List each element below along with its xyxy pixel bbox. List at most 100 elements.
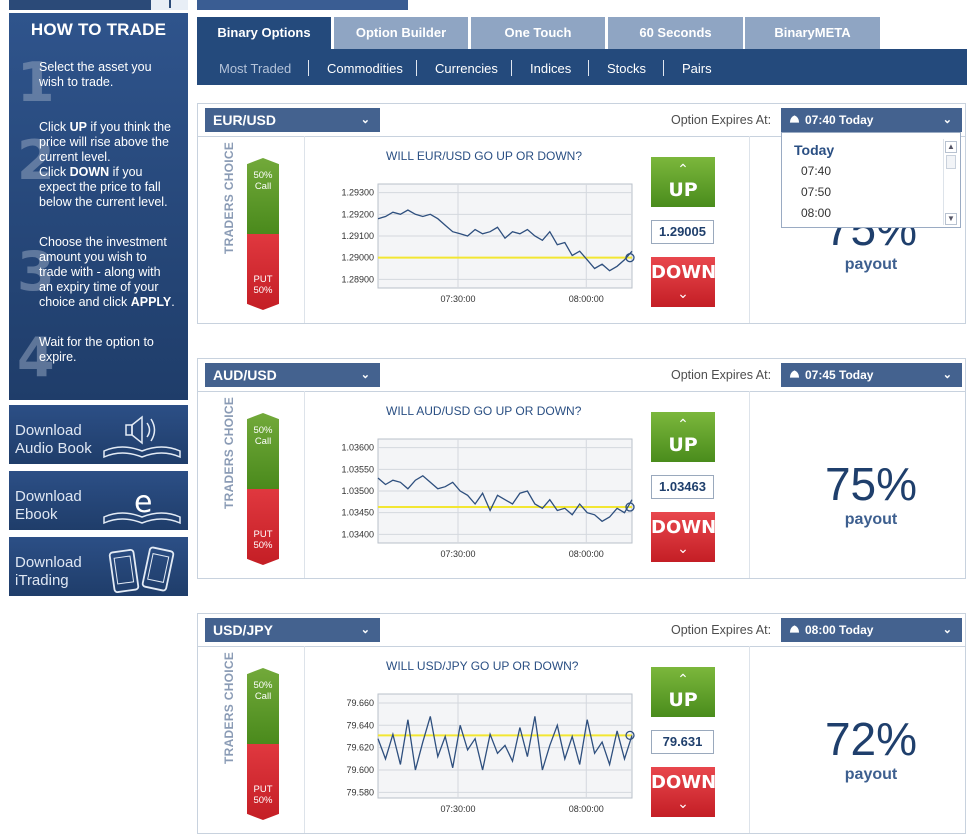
price-series-line [377, 716, 633, 771]
y-tick-label: 1.29100 [341, 231, 374, 241]
expiry-option[interactable]: 08:00 [801, 206, 832, 220]
expiry-select[interactable]: 08:00 Today ⌄ [781, 618, 962, 642]
asset-category-nav: Most Traded Commodities Currencies Indic… [197, 49, 967, 85]
subnav-most-traded[interactable]: Most Traded [219, 61, 292, 76]
expiry-option[interactable]: 07:40 [801, 164, 832, 178]
traders-choice-meter: 50% Call PUT 50% [247, 158, 279, 310]
up-label: UP [668, 434, 698, 456]
tab-binarymeta[interactable]: BinaryMETA [745, 17, 880, 49]
step-line: Select the asset you [39, 60, 152, 74]
step-number: 3 [17, 240, 55, 303]
subnav-divider [663, 60, 664, 76]
asset-select[interactable]: AUD/USD ⌄ [205, 363, 380, 387]
traders-choice-meter: 50% Call PUT 50% [247, 668, 279, 820]
y-tick-label: 79.620 [346, 743, 374, 753]
put-text: PUT 50% [247, 784, 279, 806]
y-tick-label: 1.28900 [341, 274, 374, 284]
subnav-indices[interactable]: Indices [530, 61, 572, 76]
y-tick-label: 79.580 [346, 787, 374, 797]
panel-header: AUD/USD ⌄ Option Expires At: 07:45 Today… [198, 359, 965, 392]
y-tick-label: 1.03600 [341, 443, 374, 453]
promo-text: Download Ebook [15, 488, 82, 524]
step-text: Click UP if you think the price will ris… [39, 120, 184, 210]
down-button[interactable]: DOWN ⌄ [651, 512, 717, 562]
subnav-divider [308, 60, 309, 76]
download-itrading-button[interactable]: Download iTrading [9, 537, 188, 596]
put-bar [247, 744, 279, 820]
step-line: price will rise above the [39, 135, 169, 149]
promo-line: Download [15, 422, 82, 439]
dropdown-scrollbar[interactable]: ▲ ▼ [943, 139, 958, 225]
subnav-currencies[interactable]: Currencies [435, 61, 498, 76]
expiry-select[interactable]: 07:40 Today ⌄ [781, 108, 962, 132]
y-tick-label: 1.29000 [341, 253, 374, 263]
live-marker-icon [625, 502, 635, 512]
chevron-down-icon: ⌄ [360, 114, 370, 126]
asset-panel-aud-usd: AUD/USD ⌄ Option Expires At: 07:45 Today… [197, 358, 966, 579]
subnav-commodities[interactable]: Commodities [327, 61, 403, 76]
chevron-down-icon: ⌄ [677, 285, 689, 301]
scroll-down-icon[interactable]: ▼ [945, 213, 957, 225]
price-chart: 1.29300 1.29200 1.29100 1.29000 1.28900 07:30… [341, 183, 635, 304]
call-text: 50% Call [247, 425, 279, 447]
down-button[interactable]: DOWN ⌄ [651, 767, 716, 817]
question-text: WILL EUR/USD GO UP OR DOWN? [386, 149, 583, 163]
chevron-down-icon: ⌄ [360, 369, 370, 381]
put-bar [247, 489, 279, 565]
step-number: 2 [17, 129, 55, 192]
call-bar [247, 158, 279, 234]
tab-option-builder[interactable]: Option Builder [334, 17, 468, 49]
y-tick-label: 1.29300 [341, 188, 374, 198]
tab-binary-options[interactable]: Binary Options [197, 17, 331, 49]
asset-name: EUR/USD [213, 112, 277, 128]
tab-one-touch[interactable]: One Touch [471, 17, 605, 49]
x-tick-label: 08:00:00 [569, 549, 604, 559]
scroll-up-icon[interactable]: ▲ [945, 141, 957, 153]
expiry-time: 07:45 Today [805, 368, 874, 382]
step-line: expect the price to fall [39, 180, 161, 194]
asset-select[interactable]: USD/JPY ⌄ [205, 618, 380, 642]
expiry-select[interactable]: 07:45 Today ⌄ [781, 363, 962, 387]
download-ebook-button[interactable]: Download Ebook e [9, 471, 188, 530]
bell-icon [789, 625, 800, 633]
call-text: 50% Call [247, 170, 279, 192]
how-to-trade-title: HOW TO TRADE [30, 20, 167, 39]
payout-label: payout [844, 766, 898, 783]
y-tick-label: 79.640 [346, 720, 374, 730]
step-line: amount you wish to [39, 250, 147, 264]
download-audio-book-button[interactable]: Download Audio Book [9, 405, 188, 464]
up-button[interactable]: ⌃ UP [651, 412, 715, 462]
subnav-stocks[interactable]: Stocks [607, 61, 647, 76]
scroll-thumb[interactable] [946, 155, 956, 169]
asset-name: AUD/USD [213, 367, 277, 383]
down-button[interactable]: DOWN ⌄ [651, 257, 716, 307]
chevron-down-icon: ⌄ [942, 114, 952, 126]
asset-select[interactable]: EUR/USD ⌄ [205, 108, 380, 132]
payout-percent: 72% [824, 713, 918, 765]
x-tick-label: 08:00:00 [569, 294, 604, 304]
step-line: Wait for the option to [39, 335, 154, 349]
column-divider [304, 391, 305, 578]
up-button[interactable]: ⌃ UP [651, 667, 715, 717]
down-label: DOWN [651, 517, 717, 538]
up-button[interactable]: ⌃ UP [651, 157, 715, 207]
step-line: an expiry time of your [39, 280, 159, 294]
promo-line: Audio Book [15, 440, 92, 457]
step-line: trade with - along with [39, 265, 161, 279]
subnav-divider [588, 60, 589, 76]
subnav-divider [511, 60, 512, 76]
x-tick-label: 07:30:00 [440, 294, 475, 304]
call-bar [247, 413, 279, 489]
expiry-option[interactable]: 07:50 [801, 185, 832, 199]
put-label: PUT [253, 274, 273, 285]
chevron-up-icon: ⌃ [677, 671, 689, 687]
tab-60-seconds[interactable]: 60 Seconds [608, 17, 743, 49]
promo-line: iTrading [15, 572, 69, 589]
y-tick-label: 1.29200 [341, 209, 374, 219]
asset-name: USD/JPY [213, 622, 273, 638]
payout-label: payout [844, 511, 898, 528]
call-pct: 50% [253, 170, 273, 181]
subnav-pairs[interactable]: Pairs [682, 61, 712, 76]
y-tick-label: 1.03550 [341, 464, 374, 474]
column-divider [749, 646, 750, 833]
